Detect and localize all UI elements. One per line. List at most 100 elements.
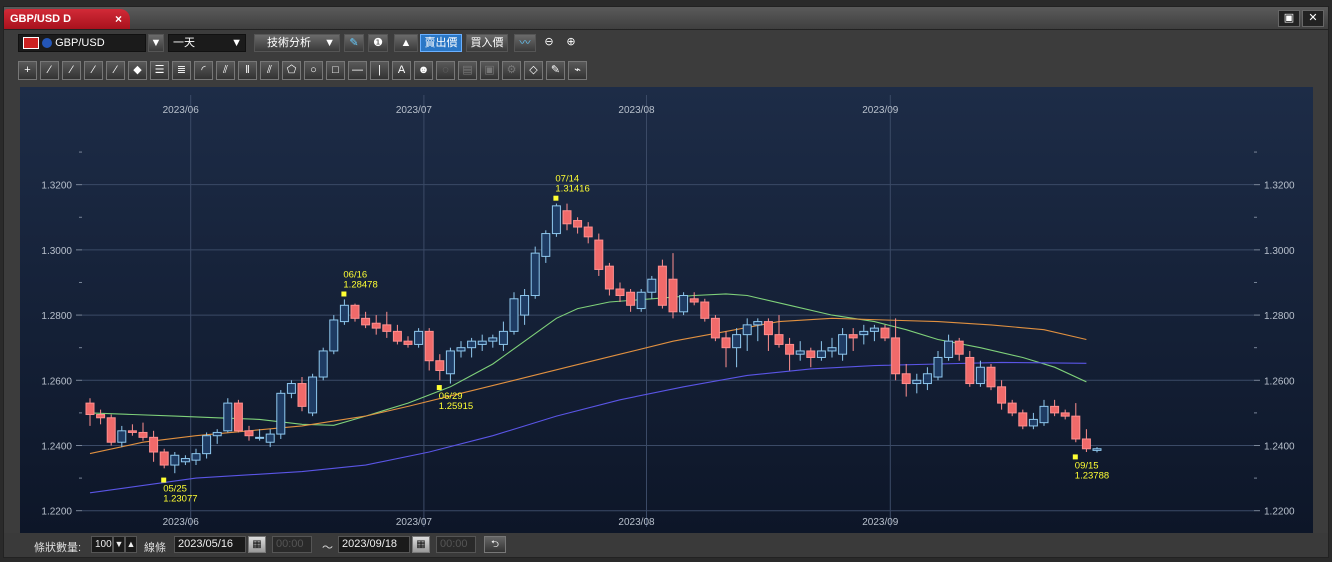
channel-icon[interactable]: ⫽: [260, 61, 279, 80]
fan-icon[interactable]: ◜: [194, 61, 213, 80]
settings-icon[interactable]: ⚙: [502, 61, 521, 80]
polygon-icon[interactable]: ⬠: [282, 61, 301, 80]
circle-icon[interactable]: ○: [304, 61, 323, 80]
tools-icon[interactable]: ✎: [546, 61, 565, 80]
candle: [1050, 399, 1060, 417]
candle: [848, 328, 858, 351]
stamp-icon[interactable]: ▣: [480, 61, 499, 80]
candle: [604, 262, 614, 296]
candle: [901, 363, 911, 397]
parallel-lines-icon[interactable]: ≣: [172, 61, 191, 80]
bars-increase-icon[interactable]: ▲: [125, 536, 137, 553]
chart-tab[interactable]: GBP/USD D ×: [4, 9, 130, 29]
ray-2-icon[interactable]: ⁄: [106, 61, 125, 80]
candle-body: [414, 330, 424, 345]
candle: [96, 409, 106, 425]
extended-line-icon[interactable]: ⁄: [84, 61, 103, 80]
candle: [986, 363, 996, 391]
price-chart[interactable]: 1.2200 1.2200 1.2400 1.2400 1.2600 1.2600 1.28…: [20, 87, 1313, 533]
x-tick-label-bottom: 2023/07: [396, 517, 433, 528]
ray-icon[interactable]: ⁄: [62, 61, 81, 80]
candle-body: [1081, 438, 1091, 450]
to-date-field[interactable]: 2023/09/18: [338, 536, 410, 553]
calendar-icon[interactable]: ▦: [248, 536, 266, 553]
candle: [382, 311, 392, 338]
candle: [180, 455, 190, 466]
candle-body: [318, 350, 328, 378]
indicator-icon[interactable]: 〰: [514, 34, 536, 52]
x-tick-label-bottom: 2023/08: [618, 517, 655, 528]
tab-close-icon[interactable]: ×: [114, 12, 122, 26]
candle-body: [212, 431, 222, 437]
close-window-icon[interactable]: ✕: [1302, 10, 1324, 27]
ungroup-icon[interactable]: ◌: [436, 61, 455, 80]
period-select[interactable]: 一天 ▼: [168, 34, 246, 52]
bars-decrease-icon[interactable]: ▼: [113, 536, 125, 553]
zoom-in-icon[interactable]: ⊕: [566, 36, 576, 48]
text-icon[interactable]: A: [392, 61, 411, 80]
candle: [859, 324, 869, 345]
candle-body: [265, 433, 275, 443]
calendar-icon[interactable]: ▦: [412, 536, 430, 553]
refresh-icon[interactable]: ⮌: [484, 536, 506, 553]
candle-body: [657, 265, 667, 306]
candle: [647, 275, 657, 299]
bid-price-toggle[interactable]: 賣出價: [420, 34, 462, 52]
line-icon[interactable]: ⁄: [40, 61, 59, 80]
candle-body: [127, 430, 137, 433]
eraser-icon[interactable]: ◇: [524, 61, 543, 80]
y-tick-label-left: 1.3000: [41, 246, 72, 257]
candle: [912, 373, 922, 394]
price-annotation: 06/291.25915: [436, 385, 473, 412]
symbol-dropdown-icon[interactable]: ▼: [148, 34, 164, 52]
candle-body: [763, 321, 773, 336]
y-tick-label-right: 1.3000: [1264, 246, 1295, 257]
vertical-line-icon[interactable]: |: [370, 61, 389, 80]
rectangle-icon[interactable]: □: [326, 61, 345, 80]
candle-body: [435, 360, 445, 372]
copy-icon[interactable]: ▤: [458, 61, 477, 80]
line-label: 線條: [144, 542, 166, 554]
candle-body: [255, 436, 265, 439]
ruler-icon[interactable]: ◆: [128, 61, 147, 80]
candle: [233, 399, 243, 433]
candle-body: [700, 301, 710, 319]
ask-price-toggle[interactable]: 買入價: [466, 34, 508, 52]
pencil-icon[interactable]: ✎: [344, 34, 364, 52]
from-date-field[interactable]: 2023/05/16: [174, 536, 246, 553]
x-tick-label-bottom: 2023/09: [862, 517, 899, 528]
crosshair-icon[interactable]: +: [18, 61, 37, 80]
candle-body: [689, 298, 699, 303]
candle-body: [223, 402, 233, 432]
candle: [339, 299, 349, 325]
to-time-field[interactable]: 00:00: [436, 536, 476, 553]
candle: [467, 337, 477, 358]
bars-count-field[interactable]: 100: [91, 536, 113, 553]
candle-body: [774, 334, 784, 345]
candle-body: [732, 334, 742, 349]
vertical-lines-icon[interactable]: ‖: [238, 61, 257, 80]
magnet-icon[interactable]: ⌁: [568, 61, 587, 80]
candle: [636, 288, 646, 312]
candle: [594, 233, 604, 276]
candle-body: [191, 453, 201, 461]
bottom-bar: 條狀數量: 100 ▼ ▲ 線條 2023/05/16 ▦ 00:00 〜 20…: [4, 533, 1328, 557]
candle-body: [106, 417, 116, 443]
candle: [657, 259, 667, 309]
zoom-out-icon[interactable]: ⊖: [544, 36, 554, 48]
candle-body: [467, 340, 477, 349]
analysis-button[interactable]: 技術分析 ▼: [254, 34, 340, 52]
symbol-select[interactable]: GBP/USD: [18, 34, 146, 52]
price-annotation: 06/161.28478: [341, 269, 378, 297]
pitchfork-icon[interactable]: ⫽: [216, 61, 235, 80]
emoji-icon[interactable]: ☻: [414, 61, 433, 80]
restore-icon[interactable]: ▣: [1278, 10, 1300, 27]
mountain-chart-icon[interactable]: ▲: [394, 34, 418, 52]
info-icon[interactable]: ❶: [368, 34, 388, 52]
candle: [456, 341, 466, 358]
horizontal-line-icon[interactable]: —: [348, 61, 367, 80]
candle: [191, 448, 201, 466]
candle-body: [975, 366, 985, 385]
from-time-field[interactable]: 00:00: [272, 536, 312, 553]
horizontal-channel-icon[interactable]: ☰: [150, 61, 169, 80]
